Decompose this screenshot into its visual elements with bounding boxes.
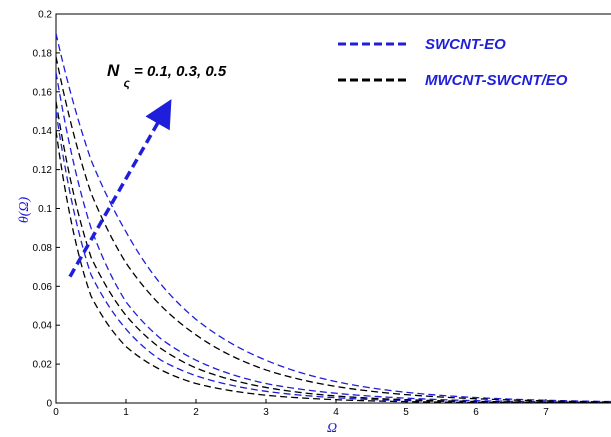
legend-label-swcnt-eo: SWCNT-EO — [425, 36, 506, 53]
annotation-subscript: ς — [123, 76, 130, 90]
series-0-curve-1 — [56, 72, 611, 403]
x-tick-label: 1 — [123, 407, 129, 418]
y-tick-label: 0.04 — [33, 321, 53, 332]
y-tick-label: 0.1 — [38, 204, 52, 215]
y-tick-label: 0.08 — [33, 243, 53, 254]
series-1-curve-0 — [56, 130, 611, 403]
legend-label-mwcnt-swcnt-eo: MWCNT-SWCNT/EO — [425, 72, 568, 89]
x-tick-label: 4 — [333, 407, 339, 418]
y-tick-label: 0.14 — [33, 126, 53, 137]
x-tick-label: 6 — [473, 407, 479, 418]
y-tick-label: 0.18 — [33, 48, 53, 59]
series-1-curve-2 — [56, 56, 611, 403]
annotation-symbol: N — [107, 61, 120, 80]
annotation-label: N ς = 0.1, 0.3, 0.5 — [107, 61, 227, 91]
x-tick-label: 5 — [403, 407, 409, 418]
series-0-curve-2 — [56, 33, 611, 403]
y-tick-label: 0.02 — [33, 360, 53, 371]
x-tick-label: 2 — [193, 407, 199, 418]
y-tick-label: 0.16 — [33, 87, 53, 98]
y-tick-label: 0.06 — [33, 282, 53, 293]
y-tick-label: 0 — [46, 399, 52, 410]
x-tick-label: 7 — [543, 407, 549, 418]
x-tick-label: 0 — [53, 407, 59, 418]
y-tick-label: 0.12 — [33, 165, 53, 176]
y-axis-title: θ(Ω) — [17, 197, 32, 224]
annotation-values: = 0.1, 0.3, 0.5 — [134, 63, 227, 80]
x-tick-label: 3 — [263, 407, 269, 418]
y-tick-label: 0.2 — [38, 10, 52, 21]
increase-arrow — [68, 99, 172, 278]
x-axis-title: Ω — [327, 421, 337, 436]
legend: SWCNT-EO MWCNT-SWCNT/EO — [338, 36, 568, 89]
series-0-curve-0 — [56, 111, 611, 403]
